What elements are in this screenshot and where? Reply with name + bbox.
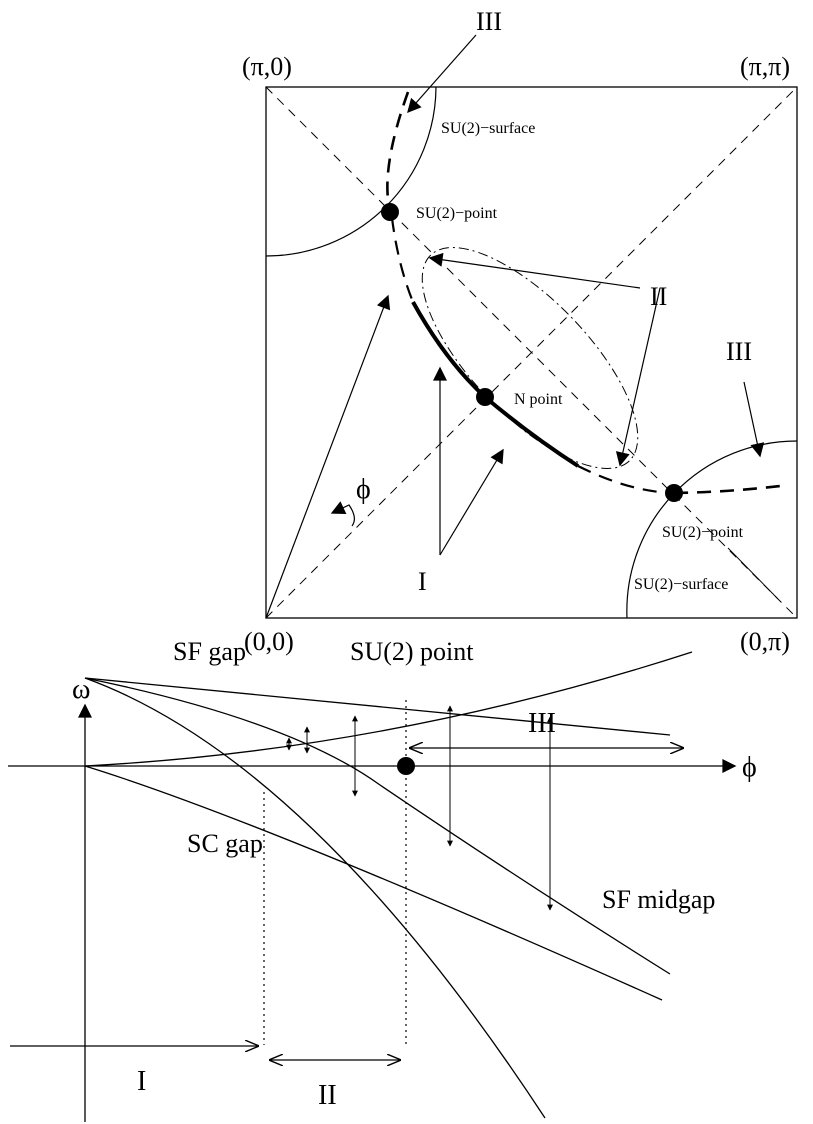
label-region-III-right: III [726, 337, 752, 366]
su2-point-bottom-dot [665, 484, 683, 502]
label-sf-midgap: SF midgap [602, 885, 715, 914]
fermi-surface-dashed-right [673, 484, 781, 495]
curve-sf-gap [84, 677, 671, 736]
curve-steep [84, 677, 546, 1119]
curve-sc-gap [84, 765, 663, 1001]
fermi-surface-dashed-bottom [577, 465, 675, 495]
su2-point-top-dot [381, 203, 399, 221]
brillouin-zone-labels: (π,0) (π,π) (0,0) (0,π) SU(2)−surface SU… [242, 7, 790, 656]
corner-label-top-right: (π,π) [740, 52, 790, 81]
label-su2-point-top: SU(2)−point [416, 205, 498, 222]
label-phi: ϕ [742, 752, 757, 783]
diagonal-anti [265, 86, 798, 619]
label-su2-point-bottom: SU(2)−point [662, 524, 744, 541]
spectrum-plot [8, 651, 737, 1122]
n-point-dot [476, 388, 494, 406]
label-n-point: N point [514, 391, 563, 408]
curve-rising [84, 651, 693, 767]
label-region-I: I [418, 567, 427, 596]
label-range-III: III [528, 708, 556, 739]
label-omega: ω [72, 674, 90, 705]
label-range-II: II [318, 1080, 337, 1111]
su2-surface-pointer [727, 547, 779, 600]
fermi-surface-dashed-mid [390, 217, 415, 303]
label-region-II: II [650, 282, 667, 311]
fermi-surface-dashed-top [386, 91, 410, 212]
label-range-I: I [137, 1066, 146, 1097]
arrow-I-diagonal [439, 448, 504, 556]
arrow-III-top [407, 34, 477, 114]
label-region-III-top: III [476, 7, 502, 36]
zone-boundary [265, 86, 798, 619]
label-su2-surface-top: SU(2)−surface [441, 120, 535, 137]
arrow-II-upper [428, 252, 641, 289]
label-su2-point: SU(2) point [350, 637, 474, 666]
label-sc-gap: SC gap [187, 829, 263, 858]
spectrum-labels: ω ϕ SF gap SU(2) point SC gap SF midgap … [72, 637, 757, 1111]
label-phi-angle: ϕ [356, 474, 371, 505]
arrow-III-right [743, 381, 765, 458]
brillouin-zone [265, 34, 798, 619]
fermi-surface-solid [411, 301, 580, 468]
su2-point-dot [397, 757, 415, 775]
corner-label-bottom-left: (0,0) [244, 627, 294, 656]
arrow-II-lower [615, 287, 661, 467]
corner-label-top-left: (π,0) [242, 52, 292, 81]
corner-label-bottom-right: (0,π) [740, 627, 790, 656]
label-su2-surface-bottom: SU(2)−surface [634, 576, 728, 593]
label-sf-gap: SF gap [173, 637, 246, 666]
phi-angle-arrow [330, 501, 355, 527]
arrow-vector-to-su2 [265, 294, 391, 619]
curve-sf-midgap [84, 677, 671, 975]
